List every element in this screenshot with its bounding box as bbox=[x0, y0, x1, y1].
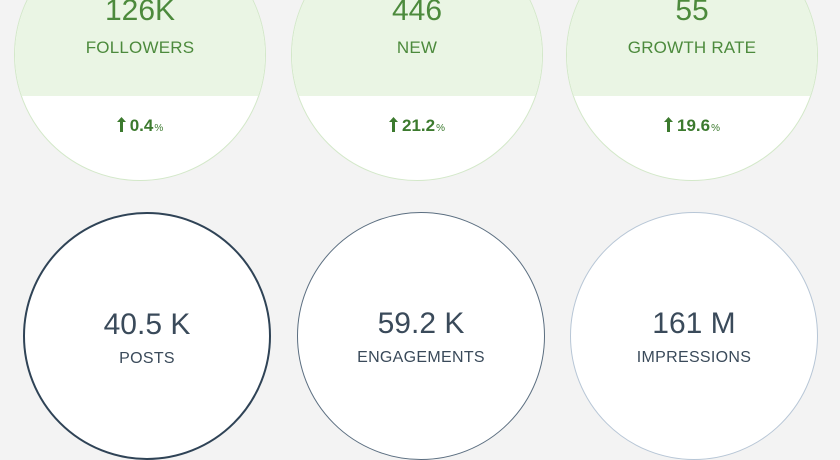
posts-total-card: 40.5 K POSTS bbox=[23, 212, 271, 460]
followers-value: 126K bbox=[104, 0, 176, 27]
impressions-value: 161 M bbox=[652, 307, 736, 340]
growth-rate-change-value: 19.6 bbox=[677, 116, 711, 135]
percent-unit: % bbox=[154, 123, 164, 134]
new-value: 446 bbox=[391, 0, 443, 27]
new-label: NEW bbox=[396, 38, 438, 57]
new-change-value: 21.2 bbox=[402, 116, 436, 135]
stat-card-header-fill bbox=[15, 0, 265, 96]
engagements-label: ENGAGEMENTS bbox=[357, 349, 485, 366]
growth-rate-label: GROWTH RATE bbox=[627, 38, 757, 57]
impressions-total-card: 161 M IMPRESSIONS bbox=[570, 212, 818, 460]
growth-rate-stat-card: 55 GROWTH RATE 19.6% bbox=[566, 0, 818, 181]
followers-change: 0.4% bbox=[15, 116, 265, 139]
engagements-value: 59.2 K bbox=[377, 307, 465, 340]
percent-unit: % bbox=[711, 123, 720, 134]
arrow-up-icon bbox=[116, 117, 126, 137]
growth-rate-value: 55 bbox=[675, 0, 709, 27]
new-followers-stat-card: 446 NEW 21.2% bbox=[291, 0, 543, 181]
posts-value: 40.5 K bbox=[103, 308, 191, 341]
arrow-up-icon bbox=[664, 117, 673, 137]
followers-label: FOLLOWERS bbox=[85, 38, 195, 57]
percent-unit: % bbox=[436, 123, 445, 134]
followers-stat-card: 126K FOLLOWERS 0.4% bbox=[14, 0, 266, 181]
arrow-up-icon bbox=[389, 117, 398, 137]
growth-rate-change: 19.6% bbox=[567, 116, 817, 139]
engagements-total-card: 59.2 K ENGAGEMENTS bbox=[297, 212, 545, 460]
stat-card-header-fill bbox=[292, 0, 542, 96]
new-change: 21.2% bbox=[292, 116, 542, 139]
impressions-label: IMPRESSIONS bbox=[636, 349, 752, 366]
posts-label: POSTS bbox=[119, 350, 175, 367]
stat-card-header-fill bbox=[567, 0, 817, 96]
followers-change-value: 0.4 bbox=[129, 116, 154, 135]
